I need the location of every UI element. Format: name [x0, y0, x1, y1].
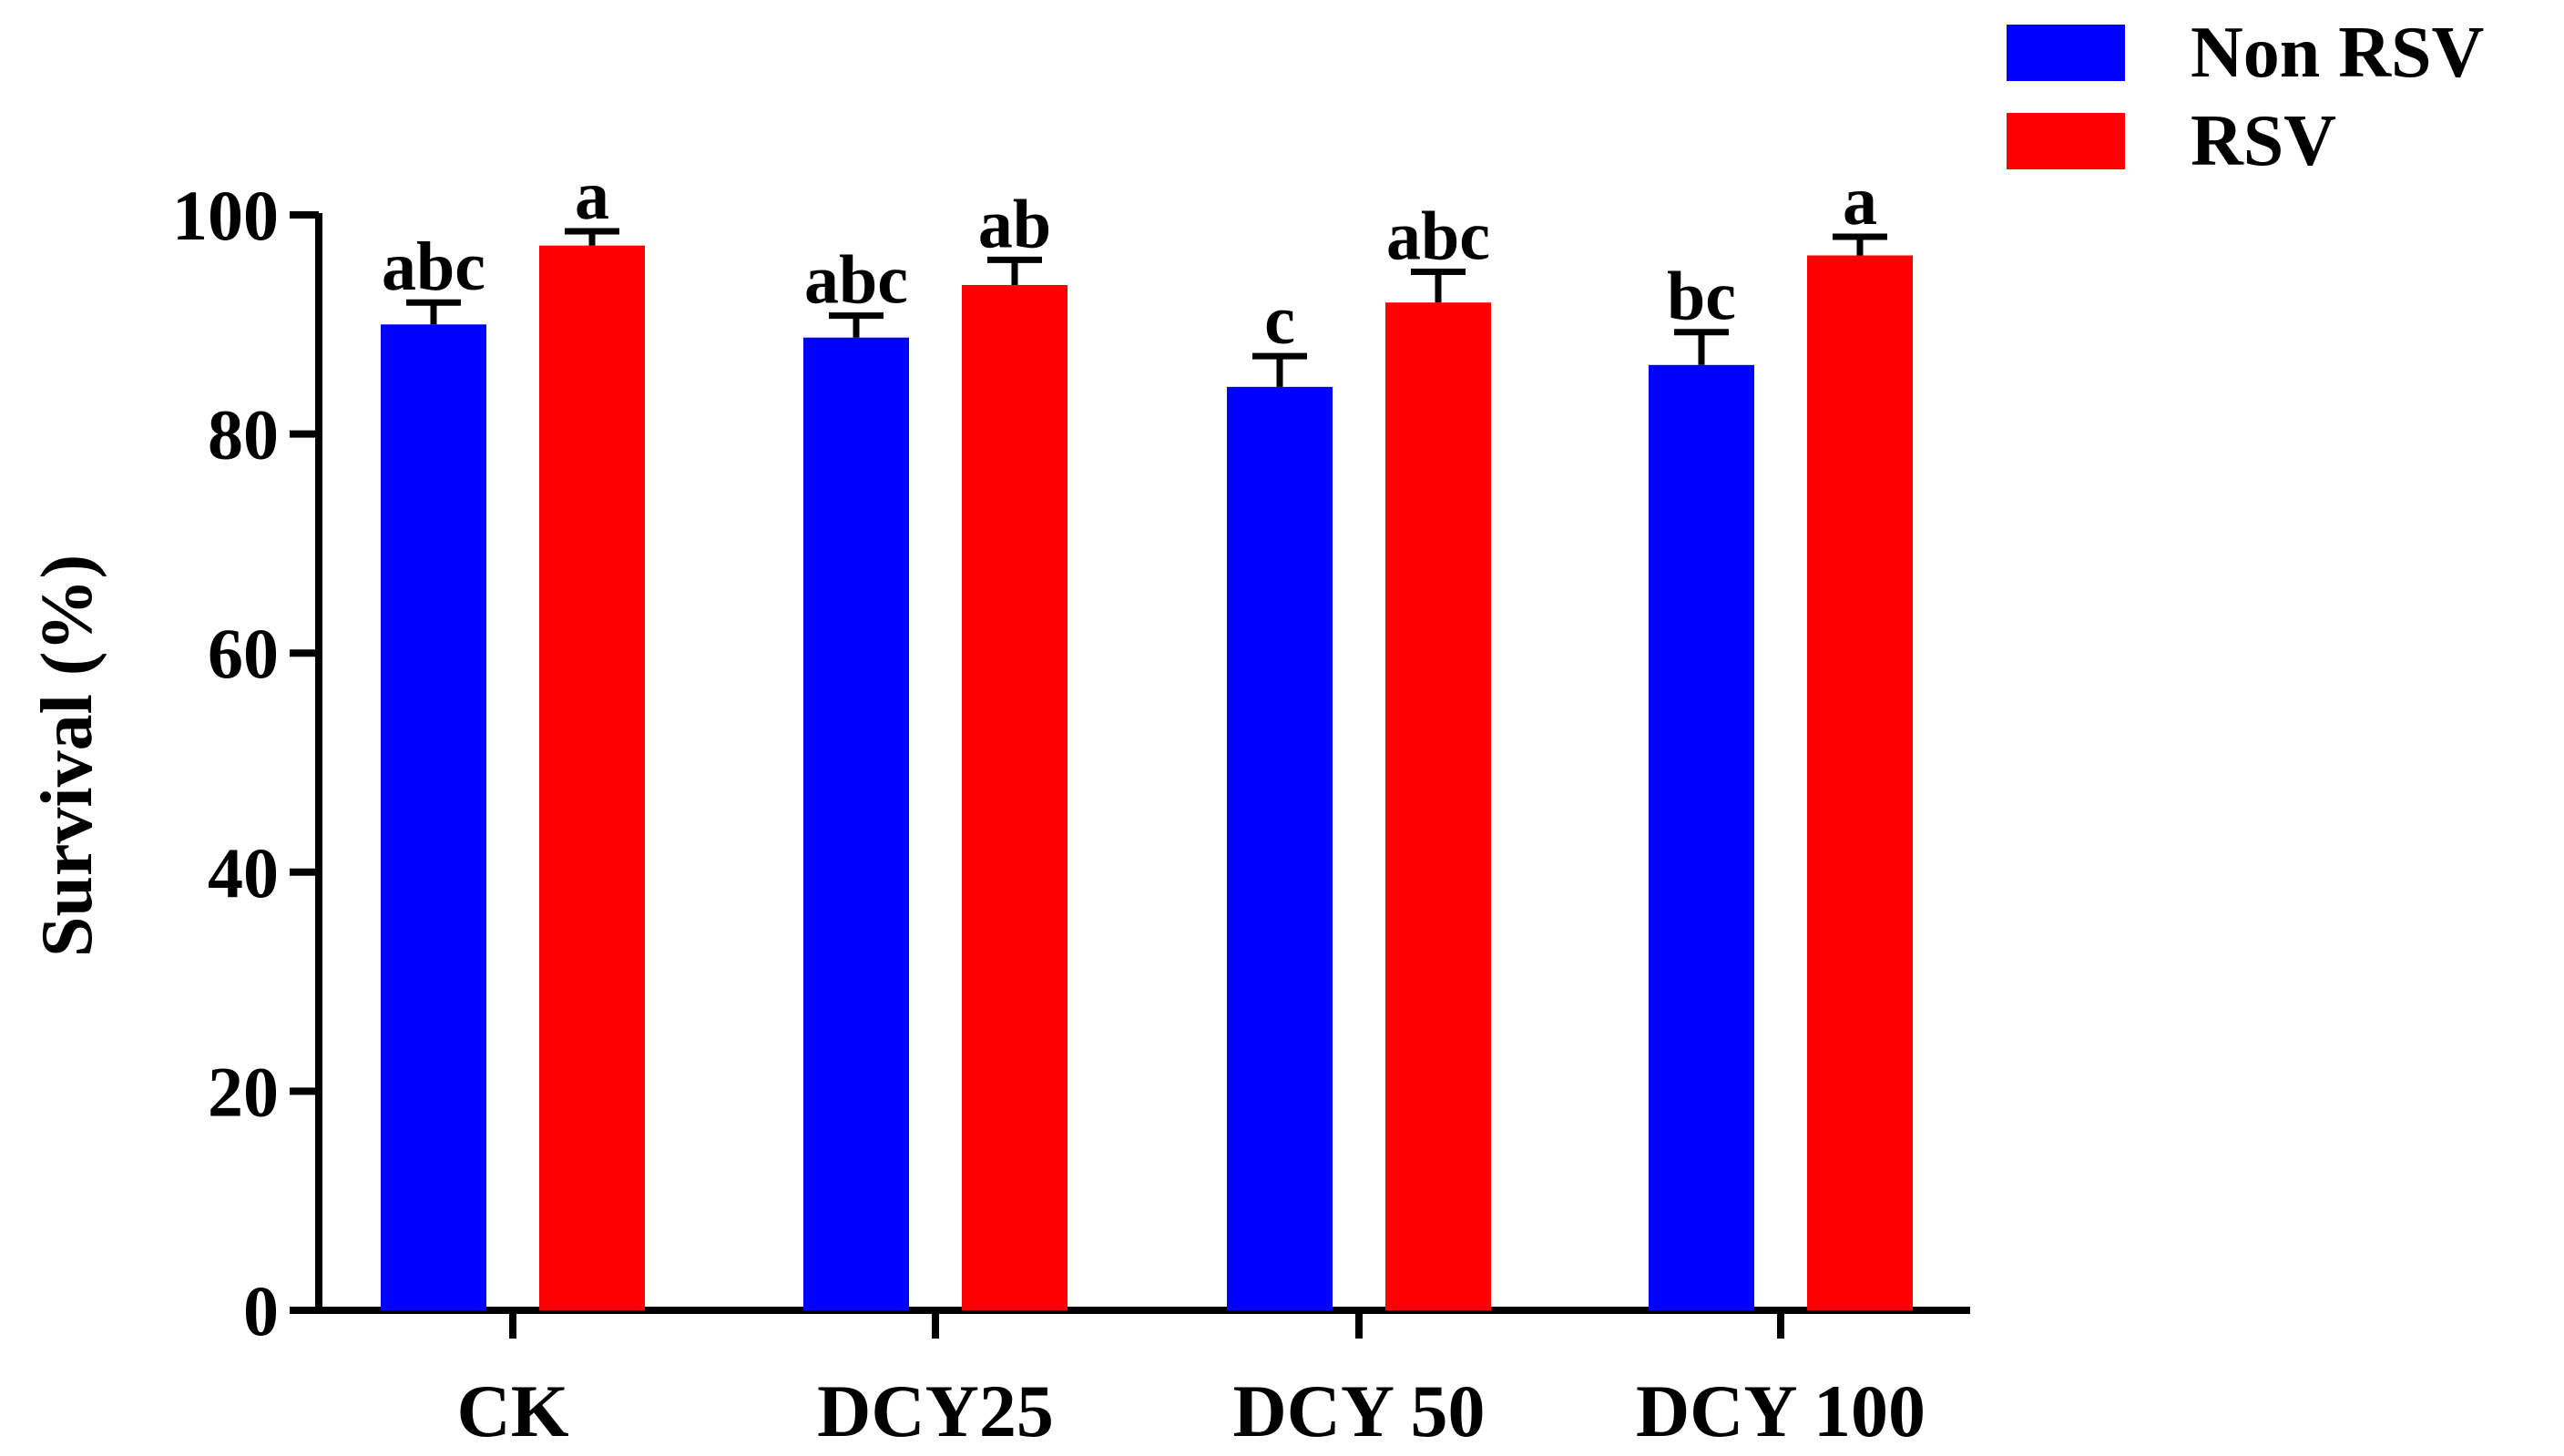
x-tick-label: DCY 50 [1232, 1369, 1485, 1452]
y-tick-label: 100 [172, 176, 279, 255]
significance-letter: abc [804, 242, 908, 319]
legend-label: Non RSV [2191, 13, 2484, 93]
legend-label: RSV [2191, 101, 2336, 181]
y-tick-label: 80 [208, 395, 279, 474]
bar [803, 337, 909, 1311]
bar [1227, 386, 1333, 1311]
y-tick-label: 60 [208, 614, 279, 693]
bar [1807, 255, 1913, 1310]
legend-swatch [2007, 25, 2125, 81]
y-tick-label: 20 [208, 1052, 279, 1131]
y-tick-label: 40 [208, 833, 279, 912]
significance-letter: a [575, 158, 609, 234]
bar [1385, 302, 1491, 1310]
significance-letter: ab [978, 186, 1051, 262]
significance-letter: abc [382, 229, 485, 305]
significance-letter: a [1843, 163, 1877, 239]
bar [381, 324, 486, 1310]
bar [962, 284, 1067, 1311]
y-axis-title: Survival (%) [27, 555, 107, 957]
x-ticks: CK DCY25 DCY 50 DCY 100 [457, 1310, 1926, 1452]
y-tick-label: 0 [243, 1271, 279, 1350]
significance-letter: c [1264, 282, 1295, 359]
bar [1649, 364, 1754, 1310]
bar [539, 245, 645, 1311]
x-tick-label: DCY 100 [1636, 1369, 1926, 1452]
legend-swatch [2007, 113, 2125, 169]
significance-letter: bc [1667, 259, 1736, 335]
x-tick-label: CK [457, 1369, 569, 1452]
significance-letter: abc [1386, 199, 1490, 275]
x-tick-label: DCY25 [817, 1369, 1054, 1452]
y-ticks: 0 20 40 60 80 100 [172, 176, 319, 1350]
